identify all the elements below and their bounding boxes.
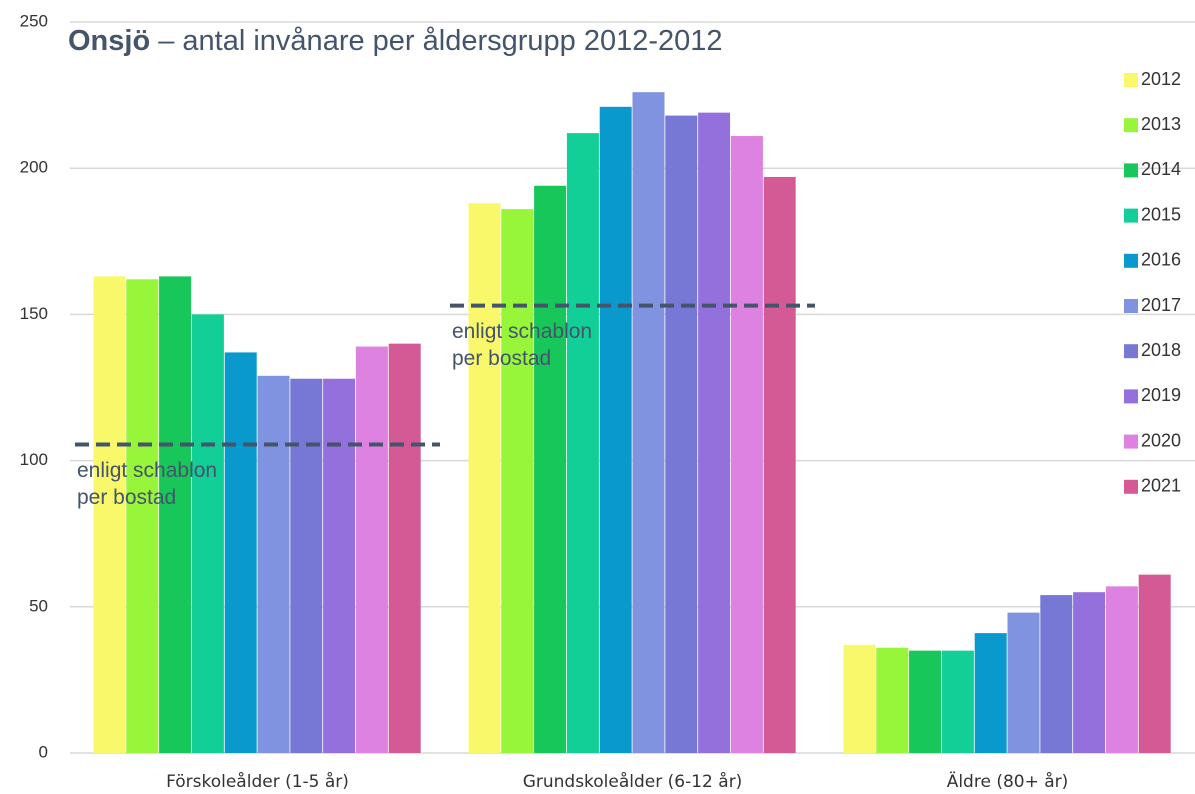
bar: [1073, 592, 1106, 753]
y-tick-label: 250: [20, 11, 48, 30]
legend-swatch: [1124, 163, 1138, 178]
bar: [191, 314, 224, 753]
legend-label: 2016: [1141, 250, 1181, 270]
y-tick-label: 200: [20, 158, 48, 177]
title-text: – antal invånare per åldersgrupp 2012-20…: [158, 25, 722, 57]
bar: [388, 343, 421, 753]
legend-swatch: [1124, 299, 1138, 313]
bar: [763, 176, 796, 754]
bar: [665, 115, 698, 754]
bar: [1040, 595, 1073, 753]
legend-label: 2013: [1141, 114, 1181, 134]
x-tick-label: Grundskoleålder (6-12 år): [523, 771, 743, 792]
legend-label: 2014: [1141, 159, 1181, 179]
legend-label: 2020: [1141, 430, 1181, 450]
y-tick-label: 0: [39, 742, 48, 761]
bar: [1138, 574, 1171, 753]
reference-label: enligt schablon: [452, 320, 592, 343]
bar: [566, 133, 599, 753]
bar: [323, 378, 356, 753]
legend-swatch: [1124, 479, 1138, 494]
bar: [876, 647, 909, 753]
bar: [126, 279, 159, 753]
legend-label: 2017: [1141, 295, 1181, 315]
legend-swatch: [1124, 118, 1138, 133]
legend-swatch: [1124, 73, 1138, 87]
bar: [1007, 612, 1040, 753]
bar: [468, 203, 501, 754]
legend-swatch: [1124, 389, 1138, 404]
bar: [698, 112, 731, 754]
x-tick-label: Äldre (80+ år): [947, 771, 1069, 792]
bar: [224, 352, 257, 753]
x-tick-label: Förskoleålder (1-5 år): [166, 771, 349, 792]
bar: [1105, 586, 1138, 753]
legend-label: 2012: [1141, 69, 1181, 89]
bar: [93, 276, 126, 753]
bar: [290, 378, 323, 753]
legend-label: 2018: [1141, 340, 1181, 360]
legend-label: 2021: [1141, 476, 1181, 496]
bar: [599, 106, 632, 753]
y-tick-label: 100: [20, 450, 48, 469]
bar: [257, 375, 290, 753]
bar: [730, 136, 763, 753]
bar: [501, 209, 534, 754]
bar: [843, 644, 876, 753]
legend-swatch: [1124, 253, 1138, 268]
legend-label: 2015: [1141, 204, 1181, 224]
reference-label: enligt schablon: [77, 459, 217, 482]
legend-swatch: [1124, 344, 1138, 359]
y-tick-label: 150: [20, 304, 48, 323]
bar: [941, 650, 974, 753]
bar: [355, 346, 388, 753]
bar: [159, 276, 192, 753]
bar: [534, 185, 567, 753]
legend-label: 2019: [1141, 385, 1181, 405]
y-tick-label: 50: [29, 596, 48, 615]
reference-label: per bostad: [452, 347, 551, 370]
legend-swatch: [1124, 208, 1138, 223]
chart-title: Onsjö – antal invånare per åldersgrupp 2…: [68, 25, 723, 57]
title-bold: Onsjö: [68, 25, 150, 57]
reference-label: per bostad: [77, 486, 176, 509]
bar: [974, 633, 1007, 753]
legend-swatch: [1124, 434, 1138, 449]
bar: [632, 92, 665, 753]
bar: [909, 650, 942, 753]
